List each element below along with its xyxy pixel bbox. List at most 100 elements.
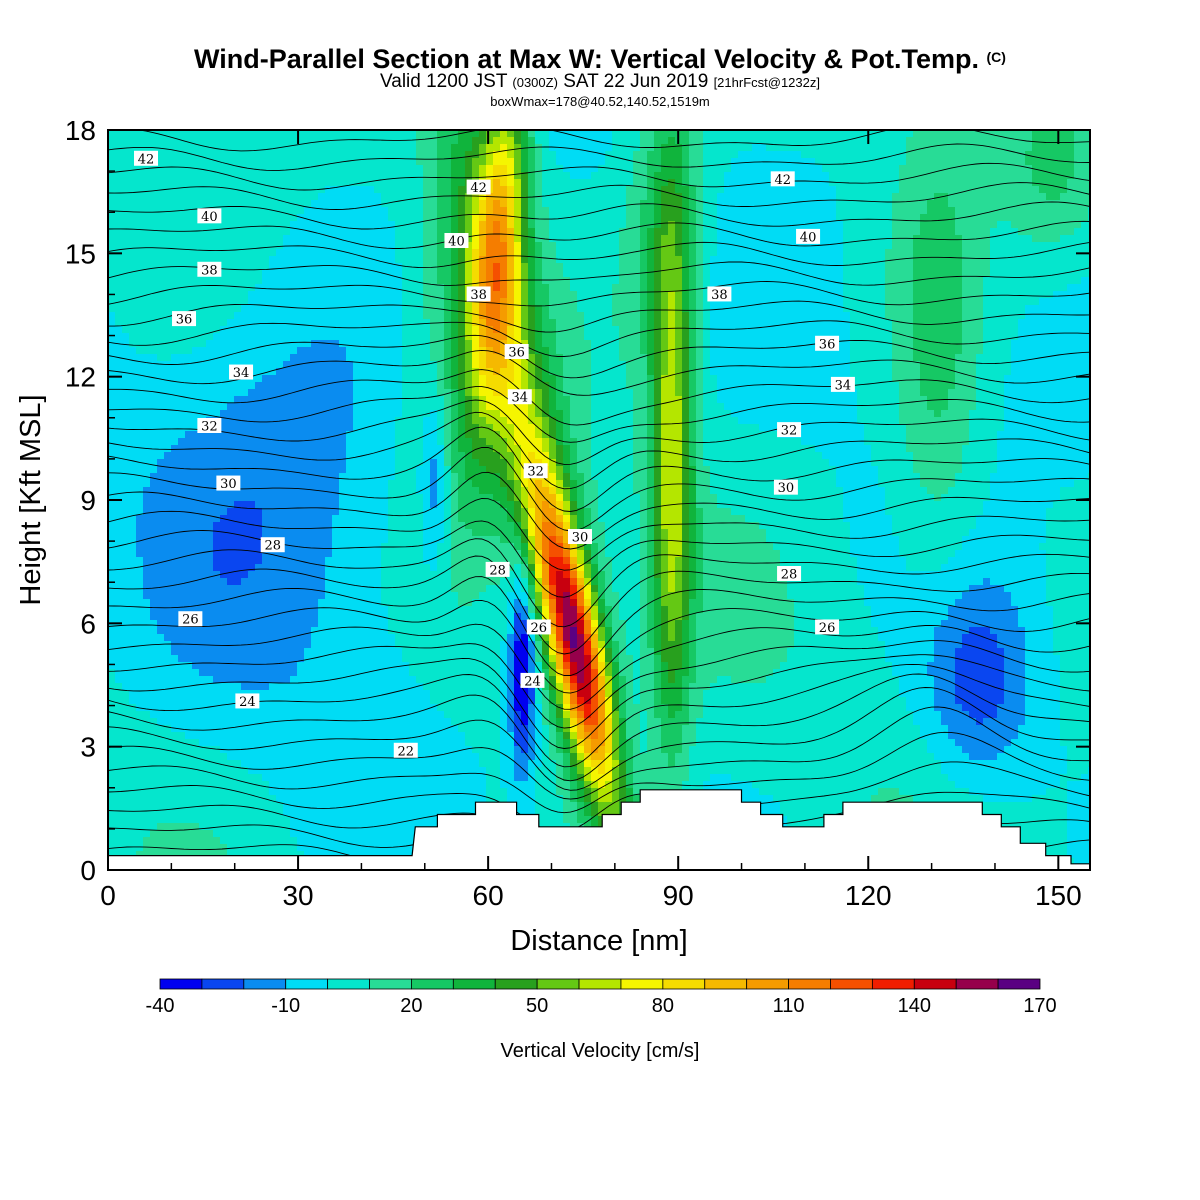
w-field-cell	[234, 459, 242, 467]
w-field-cell	[416, 585, 424, 593]
w-field-cell	[129, 578, 137, 586]
w-field-cell	[283, 200, 291, 208]
w-field-cell	[297, 319, 305, 327]
w-field-cell	[409, 578, 417, 586]
w-field-cell	[255, 396, 263, 404]
w-field-cell	[353, 844, 361, 852]
w-field-cell	[108, 389, 116, 397]
w-field-cell	[416, 690, 424, 698]
w-field-cell	[192, 284, 200, 292]
w-field-cell	[402, 375, 410, 383]
w-field-cell	[206, 781, 214, 789]
w-field-cell	[367, 746, 375, 754]
w-field-cell	[325, 158, 333, 166]
w-field-cell	[360, 417, 368, 425]
w-field-cell	[297, 200, 305, 208]
w-field-cell	[143, 235, 151, 243]
w-field-cell	[115, 312, 123, 320]
w-field-cell	[150, 263, 158, 271]
w-field-cell	[185, 410, 193, 418]
w-field-cell	[276, 263, 284, 271]
w-field-cell	[150, 711, 158, 719]
w-field-cell	[248, 137, 256, 145]
w-field-cell	[346, 494, 354, 502]
w-field-cell	[122, 662, 130, 670]
w-field-cell	[143, 592, 151, 600]
w-field-cell	[262, 816, 270, 824]
w-field-cell	[234, 543, 242, 551]
w-field-cell	[262, 305, 270, 313]
w-field-cell	[171, 753, 179, 761]
w-field-cell	[206, 543, 214, 551]
w-field-cell	[192, 564, 200, 572]
w-field-cell	[332, 305, 340, 313]
w-field-cell	[395, 193, 403, 201]
w-field-cell	[360, 760, 368, 768]
w-field-cell	[381, 830, 389, 838]
w-field-cell	[416, 263, 424, 271]
w-field-cell	[178, 830, 186, 838]
w-field-cell	[206, 746, 214, 754]
w-field-cell	[297, 340, 305, 348]
w-field-cell	[248, 634, 256, 642]
w-field-cell	[360, 480, 368, 488]
w-field-cell	[262, 354, 270, 362]
w-field-cell	[430, 816, 438, 824]
w-field-cell	[199, 592, 207, 600]
w-field-cell	[276, 704, 284, 712]
w-field-cell	[430, 375, 438, 383]
w-field-cell	[374, 375, 382, 383]
w-field-cell	[374, 732, 382, 740]
w-field-cell	[262, 781, 270, 789]
w-field-cell	[122, 193, 130, 201]
w-field-cell	[276, 158, 284, 166]
w-field-cell	[248, 823, 256, 831]
w-field-cell	[199, 179, 207, 187]
w-field-cell	[339, 312, 347, 320]
w-field-cell	[283, 760, 291, 768]
w-field-cell	[150, 424, 158, 432]
w-field-cell	[388, 389, 396, 397]
w-field-cell	[185, 683, 193, 691]
w-field-cell	[143, 795, 151, 803]
w-field-cell	[283, 130, 291, 138]
w-field-cell	[409, 620, 417, 628]
w-field-cell	[339, 375, 347, 383]
w-field-cell	[171, 634, 179, 642]
w-field-cell	[178, 704, 186, 712]
w-field-cell	[129, 193, 137, 201]
w-field-cell	[276, 655, 284, 663]
w-field-cell	[346, 809, 354, 817]
w-field-cell	[122, 389, 130, 397]
w-field-cell	[255, 676, 263, 684]
w-field-cell	[248, 599, 256, 607]
w-field-cell	[122, 606, 130, 614]
w-field-cell	[164, 543, 172, 551]
w-field-cell	[297, 774, 305, 782]
w-field-cell	[108, 466, 116, 474]
w-field-cell	[381, 613, 389, 621]
w-field-cell	[262, 788, 270, 796]
w-field-cell	[108, 830, 116, 838]
w-field-cell	[381, 277, 389, 285]
w-field-cell	[122, 452, 130, 460]
w-field-cell	[374, 221, 382, 229]
w-field-cell	[290, 270, 298, 278]
w-field-cell	[423, 333, 431, 341]
w-field-cell	[318, 256, 326, 264]
w-field-cell	[192, 515, 200, 523]
w-field-cell	[143, 648, 151, 656]
w-field-cell	[409, 837, 417, 845]
w-field-cell	[290, 249, 298, 257]
w-field-cell	[248, 312, 256, 320]
w-field-cell	[423, 816, 431, 824]
w-field-cell	[157, 711, 165, 719]
w-field-cell	[374, 501, 382, 509]
w-field-cell	[339, 207, 347, 215]
w-field-cell	[150, 431, 158, 439]
w-field-cell	[122, 186, 130, 194]
w-field-cell	[129, 473, 137, 481]
w-field-cell	[339, 200, 347, 208]
w-field-cell	[346, 410, 354, 418]
w-field-cell	[332, 382, 340, 390]
